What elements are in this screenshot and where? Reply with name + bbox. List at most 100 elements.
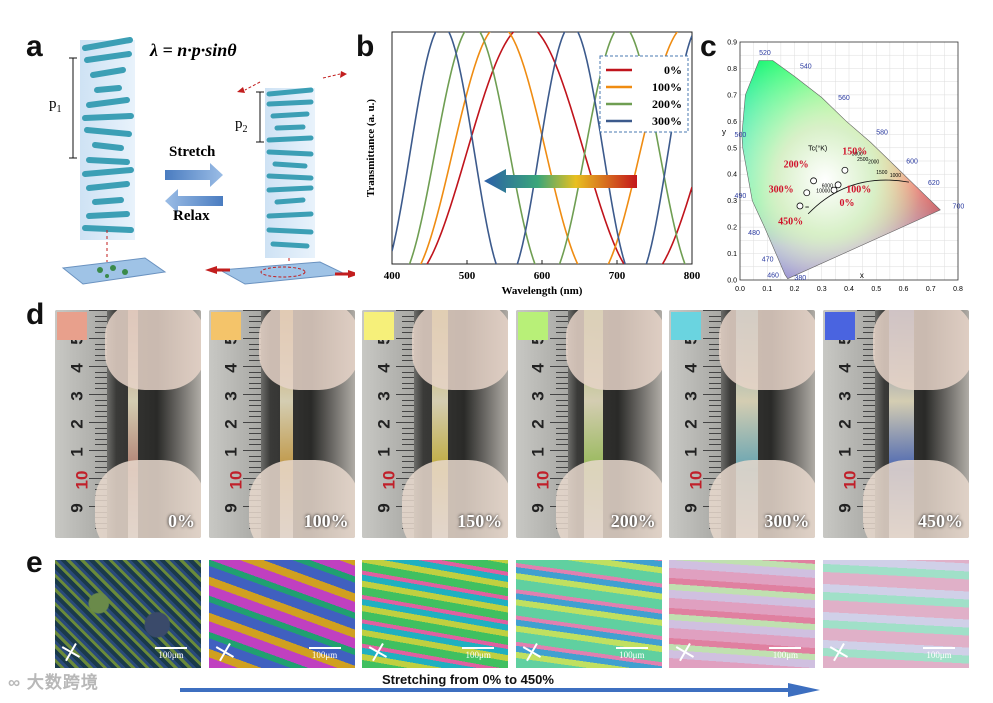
- x-tick-label: 0.5: [871, 286, 881, 293]
- ruler-number: 4: [221, 363, 241, 373]
- panel-label-b: b: [356, 30, 375, 63]
- ruler-number: 9: [682, 503, 702, 513]
- scale-bar: 100μm: [615, 647, 648, 660]
- glove-finger-bottom: [248, 460, 355, 538]
- scale-bar: 100μm: [923, 647, 955, 660]
- ruler-number: 10: [840, 470, 860, 490]
- x-tick-label: 700: [609, 270, 626, 282]
- cct-tick-label: ∞: [805, 205, 809, 211]
- x-tick-label: 400: [384, 270, 401, 282]
- ruler-number: 4: [67, 363, 87, 373]
- color-swatch: [671, 312, 702, 340]
- x-tick-label: 0.7: [926, 286, 936, 293]
- polarizer-cross-icon: [215, 642, 235, 662]
- panel-a-schematic: λ = n·p·sinθ p1 p2 Stretch Relax: [49, 30, 360, 300]
- panel-label-c: c: [700, 30, 717, 63]
- wavelength-label: 500: [735, 132, 747, 139]
- ruler-number: 3: [374, 391, 394, 401]
- stretch-label: Stretch: [169, 144, 216, 160]
- y-tick-label: 0.6: [727, 119, 737, 126]
- ruler-number: 4: [528, 363, 548, 373]
- ruler-number: 9: [67, 503, 87, 513]
- wavelength-label: 520: [759, 50, 771, 57]
- ruler-number: 4: [374, 363, 394, 373]
- ruler-number: 10: [686, 470, 706, 490]
- ruler-number: 9: [221, 503, 241, 513]
- polarizer-cross-icon: [829, 642, 849, 662]
- ruler-number: 1: [374, 447, 394, 457]
- cct-tick-label: 6000: [822, 183, 833, 189]
- color-swatch: [210, 312, 241, 340]
- strain-label: 450%: [918, 511, 963, 531]
- glove-finger-bottom: [95, 460, 201, 538]
- cct-label: Tc(°K): [808, 144, 827, 152]
- data-point-450%: [796, 202, 804, 210]
- data-point-100%: [834, 181, 842, 189]
- panel-label-d: d: [26, 298, 45, 331]
- polarizer-cross-icon: [61, 642, 81, 662]
- stretch-arrow: [180, 682, 820, 698]
- polarizer-cross-icon: [675, 642, 695, 662]
- data-point-label: 450%: [778, 216, 803, 227]
- ruler-number: 1: [67, 447, 87, 457]
- cie-frame: [739, 41, 959, 281]
- glove-finger-bottom: [402, 460, 509, 538]
- ruler-number: 2: [67, 419, 87, 429]
- wavelength-label: 600: [906, 159, 918, 166]
- scale-bar: 100μm: [308, 647, 341, 660]
- stretch-photo: 5 4 3 2 1 10 9 450%: [823, 310, 969, 538]
- panel-d-photos: 5 4 3 2 1 10 9 0% 5 4 3 2 1 10 9 100% 5 4 3 2 1 10 9 150% 5 4 3 2 1 1…: [55, 310, 970, 540]
- spectral-locus: [741, 60, 941, 280]
- glove-finger-top: [258, 310, 355, 390]
- legend-label: 200%: [652, 97, 682, 111]
- x-axis-label: x: [860, 271, 864, 280]
- polarizer-cross-icon: [522, 642, 542, 662]
- stretch-photo: 5 4 3 2 1 10 9 0%: [55, 310, 201, 538]
- gamut-white-point: [741, 60, 941, 279]
- watermark-logo-icon: ∞: [8, 673, 22, 692]
- strain-label: 200%: [610, 511, 656, 531]
- ruler-number: 10: [226, 470, 246, 490]
- strain-label: 100%: [303, 511, 349, 531]
- ruler-number: 9: [835, 503, 855, 513]
- stretch-photo: 5 4 3 2 1 10 9 200%: [515, 310, 662, 538]
- stretch-caption: Stretching from 0% to 450%: [378, 672, 558, 687]
- x-tick-label: 0.6: [899, 286, 909, 293]
- glove-finger-top: [105, 310, 201, 390]
- ruler-number: 2: [682, 419, 702, 429]
- ruler-number: 4: [835, 363, 855, 373]
- y-tick-label: 0.5: [727, 145, 737, 152]
- p2-label: p2: [235, 116, 248, 135]
- wavelength-label: 580: [876, 130, 888, 137]
- y-tick-label: 0.7: [727, 92, 737, 99]
- color-swatch: [364, 312, 395, 340]
- x-tick-label: 0.2: [790, 286, 800, 293]
- polarizer-cross-icon: [368, 642, 388, 662]
- polarized-micrograph: 100μm: [823, 560, 969, 668]
- glove-finger-bottom: [555, 460, 662, 538]
- legend-label: 0%: [664, 63, 682, 77]
- glove-finger-top: [565, 310, 662, 390]
- cct-tick-label: 1000: [890, 173, 901, 179]
- polarized-micrograph: 100μm: [669, 560, 816, 668]
- cct-tick-label: 3000: [852, 152, 863, 158]
- sample-film: [128, 310, 138, 538]
- legend: [599, 55, 689, 133]
- ruler-number: 3: [835, 391, 855, 401]
- y-tick-label: 0.4: [727, 172, 737, 179]
- x-tick-label: 600: [534, 270, 551, 282]
- data-point-label: 150%: [842, 146, 867, 157]
- wavelength-label: 490: [735, 193, 747, 200]
- ruler-number: 2: [528, 419, 548, 429]
- data-point-label: 100%: [846, 185, 871, 196]
- ruler-number: 1: [682, 447, 702, 457]
- panel-e-micrographs: 100μm 100μm 100μm 100μm 100μm 100μm: [55, 560, 970, 670]
- legend-label: 300%: [652, 114, 682, 128]
- equation: λ = n·p·sinθ: [150, 40, 237, 60]
- ruler-number: 10: [72, 470, 92, 490]
- legend-label: 100%: [652, 80, 682, 94]
- data-point-label: 300%: [769, 185, 794, 196]
- y-tick-label: 0.3: [727, 198, 737, 205]
- cct-tick-label: 10000: [816, 189, 830, 195]
- glove-finger-bottom: [863, 460, 969, 538]
